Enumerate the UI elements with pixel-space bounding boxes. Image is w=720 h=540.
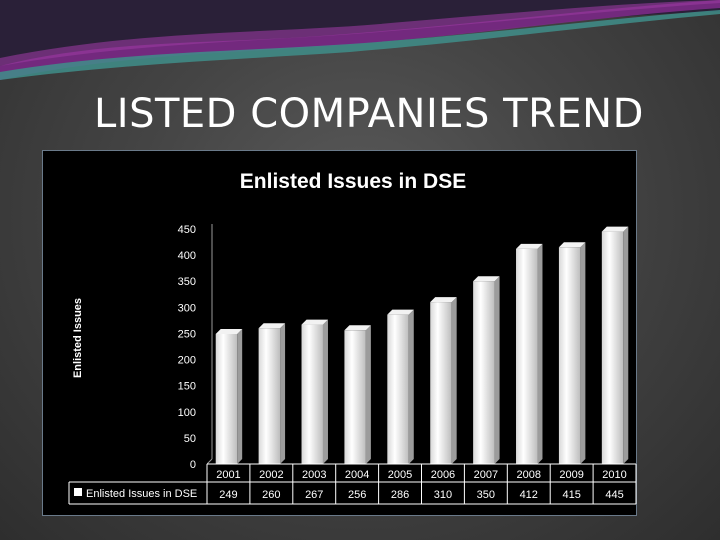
bar-top — [215, 328, 243, 334]
bar-front — [473, 281, 495, 464]
bar-top — [301, 319, 328, 325]
legend-swatch — [74, 488, 82, 496]
bar — [473, 276, 500, 464]
bar-front — [344, 330, 366, 464]
bar — [558, 242, 586, 464]
x-tick-label: 2004 — [345, 469, 369, 481]
data-label: 445 — [605, 489, 623, 501]
bar-front — [516, 248, 538, 464]
bar-top — [473, 276, 500, 282]
bar-side — [365, 325, 371, 464]
y-tick-label: 350 — [178, 276, 196, 288]
y-tick-label: 450 — [178, 224, 196, 236]
bar-side — [537, 243, 543, 464]
bar — [258, 323, 286, 464]
bar-side — [494, 276, 500, 464]
x-tick-label: 2006 — [431, 469, 455, 481]
bar-side — [451, 297, 457, 464]
y-tick-label: 250 — [178, 328, 196, 340]
x-tick-label: 2003 — [302, 469, 326, 481]
y-tick-label: 400 — [178, 250, 196, 262]
y-tick-label: 100 — [178, 407, 196, 419]
y-tick-label: 50 — [184, 433, 196, 445]
bar-side — [408, 309, 414, 464]
y-tick-label: 150 — [178, 381, 196, 393]
x-tick-label: 2002 — [259, 469, 283, 481]
bar-top — [387, 309, 414, 315]
bar-top — [601, 226, 629, 232]
data-label: 267 — [305, 489, 323, 501]
chart-title: Enlisted Issues in DSE — [240, 170, 466, 193]
bar-top — [516, 243, 543, 249]
bar — [430, 297, 457, 464]
bar-side — [623, 226, 629, 464]
y-axis-label: Enlisted Issues — [72, 298, 84, 378]
bar-front — [301, 324, 323, 464]
data-label: 350 — [477, 489, 495, 501]
bar-top — [558, 242, 586, 248]
bar-side — [237, 328, 243, 464]
x-tick-label: 2010 — [602, 469, 626, 481]
slide-header-decoration — [0, 0, 720, 80]
data-label: 412 — [520, 489, 538, 501]
bar-top — [344, 325, 371, 331]
bar-front — [558, 247, 581, 464]
bar — [344, 325, 371, 464]
bar-front — [258, 328, 281, 464]
bar-front — [387, 314, 409, 464]
slide-title: LISTED COMPANIES TREND — [94, 91, 644, 137]
bar-side — [580, 242, 586, 464]
data-label: 415 — [562, 489, 580, 501]
data-label: 249 — [219, 489, 237, 501]
bar-chart: Enlisted Issues in DSE Enlisted Issues 0… — [68, 170, 637, 505]
bar-side — [280, 323, 286, 464]
x-tick-label: 2005 — [388, 469, 412, 481]
bar — [387, 309, 414, 464]
bar — [516, 243, 543, 464]
bar — [601, 226, 629, 464]
bar-side — [322, 319, 328, 464]
x-tick-label: 2007 — [474, 469, 498, 481]
y-tick-label: 200 — [178, 355, 196, 367]
bar — [301, 319, 328, 464]
y-tick-label: 300 — [178, 302, 196, 314]
axis-corner — [206, 458, 213, 465]
chart-container: Enlisted Issues in DSE Enlisted Issues 0… — [42, 150, 637, 516]
legend-entry: Enlisted Issues in DSE — [86, 488, 197, 500]
data-label: 310 — [434, 489, 452, 501]
bar — [215, 328, 243, 464]
x-tick-label: 2008 — [517, 469, 541, 481]
x-tick-label: 2001 — [216, 469, 240, 481]
y-tick-label: 0 — [190, 459, 196, 471]
bar-front — [430, 302, 452, 464]
bar-top — [258, 323, 286, 329]
bar-front — [215, 333, 238, 464]
data-label: 256 — [348, 489, 366, 501]
bar-front — [601, 231, 624, 464]
data-label: 260 — [262, 489, 280, 501]
bar-top — [430, 297, 457, 303]
x-tick-label: 2009 — [559, 469, 583, 481]
data-label: 286 — [391, 489, 409, 501]
